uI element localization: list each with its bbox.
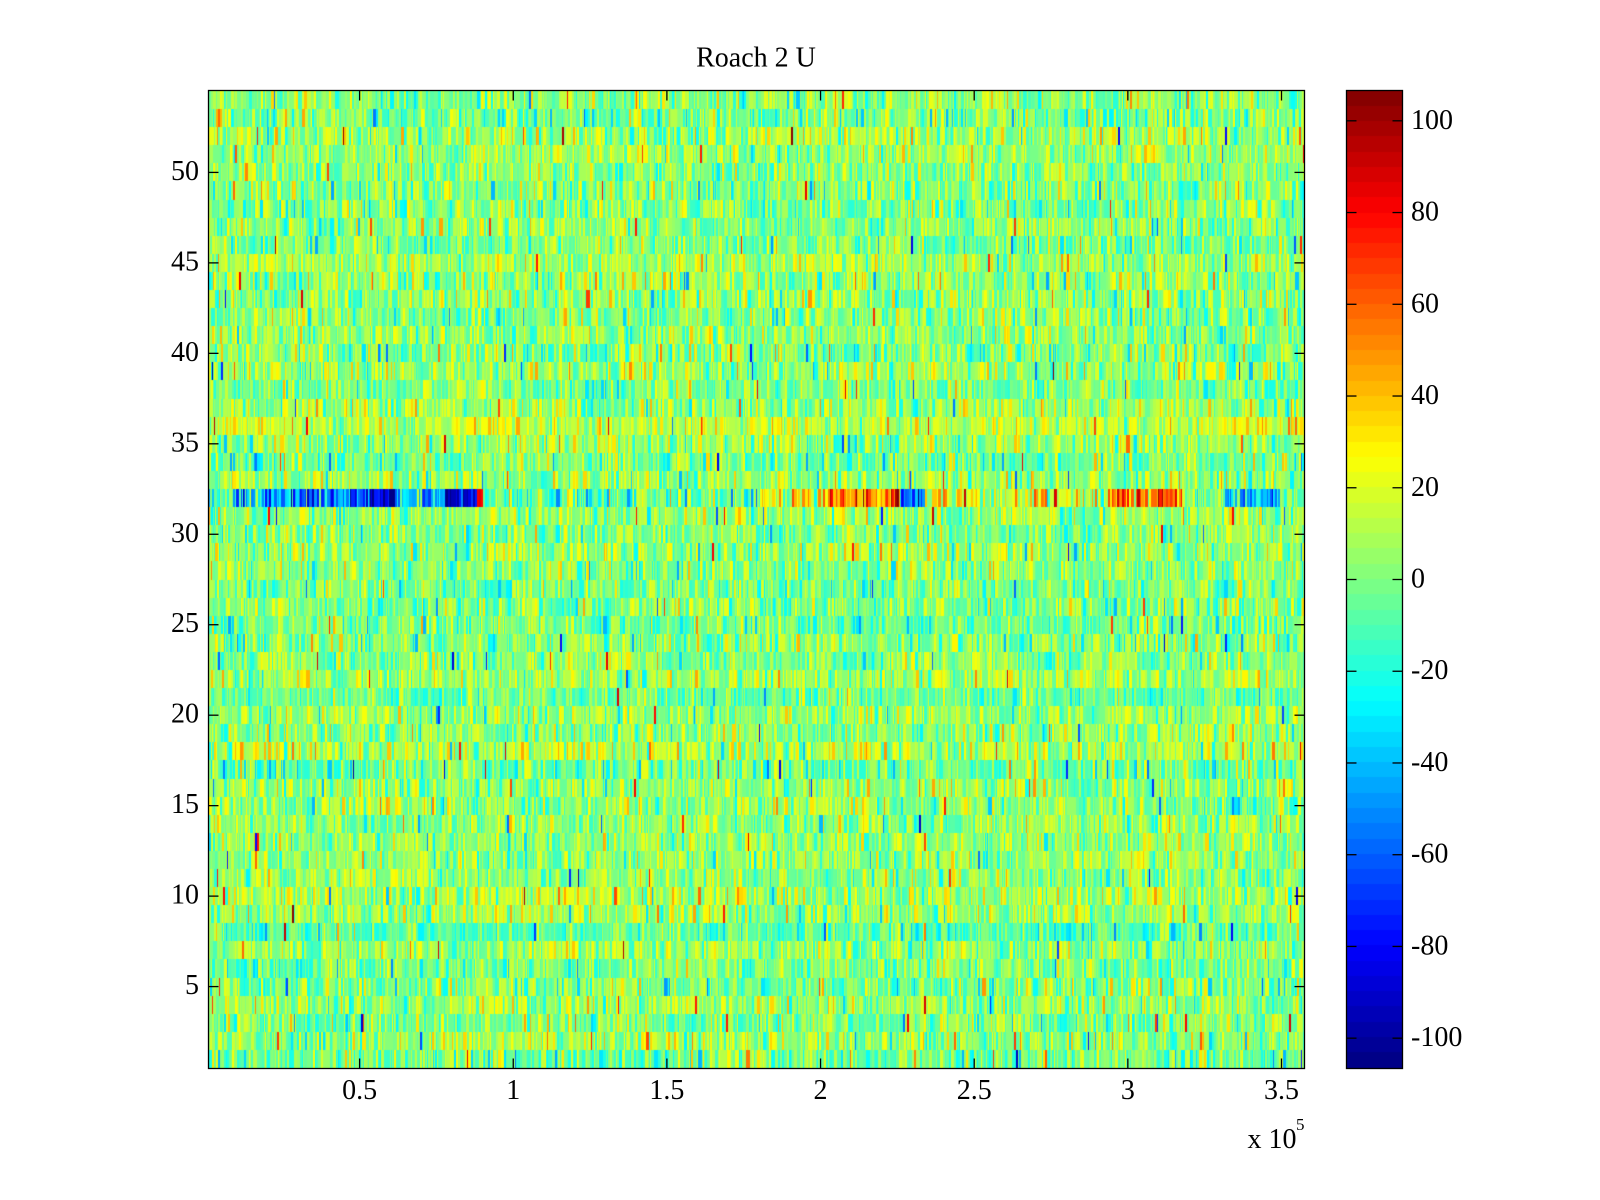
svg-text:5: 5: [1296, 1115, 1305, 1134]
svg-text:30: 30: [171, 518, 199, 549]
svg-text:100: 100: [1411, 105, 1453, 136]
svg-text:-60: -60: [1411, 839, 1448, 870]
svg-text:1: 1: [506, 1075, 520, 1106]
svg-text:-100: -100: [1411, 1022, 1462, 1053]
svg-text:50: 50: [171, 156, 199, 187]
svg-text:60: 60: [1411, 288, 1439, 319]
svg-text:x 10: x 10: [1248, 1124, 1297, 1155]
svg-text:15: 15: [171, 789, 199, 820]
svg-text:3.5: 3.5: [1264, 1075, 1299, 1106]
svg-text:-40: -40: [1411, 747, 1448, 778]
svg-text:25: 25: [171, 608, 199, 639]
svg-text:0.5: 0.5: [342, 1075, 377, 1106]
svg-text:1.5: 1.5: [649, 1075, 684, 1106]
svg-text:80: 80: [1411, 197, 1439, 228]
svg-text:2.5: 2.5: [957, 1075, 992, 1106]
svg-text:0: 0: [1411, 564, 1425, 595]
svg-text:40: 40: [1411, 380, 1439, 411]
svg-text:20: 20: [1411, 472, 1439, 503]
svg-text:40: 40: [171, 337, 199, 368]
svg-text:45: 45: [171, 246, 199, 277]
svg-text:-80: -80: [1411, 930, 1448, 961]
svg-text:5: 5: [185, 970, 199, 1001]
svg-text:10: 10: [171, 880, 199, 911]
svg-text:Roach 2 U: Roach 2 U: [696, 43, 816, 74]
svg-text:-20: -20: [1411, 655, 1448, 686]
svg-text:20: 20: [171, 699, 199, 730]
svg-text:2: 2: [814, 1075, 828, 1106]
svg-text:35: 35: [171, 427, 199, 458]
svg-text:3: 3: [1121, 1075, 1135, 1106]
